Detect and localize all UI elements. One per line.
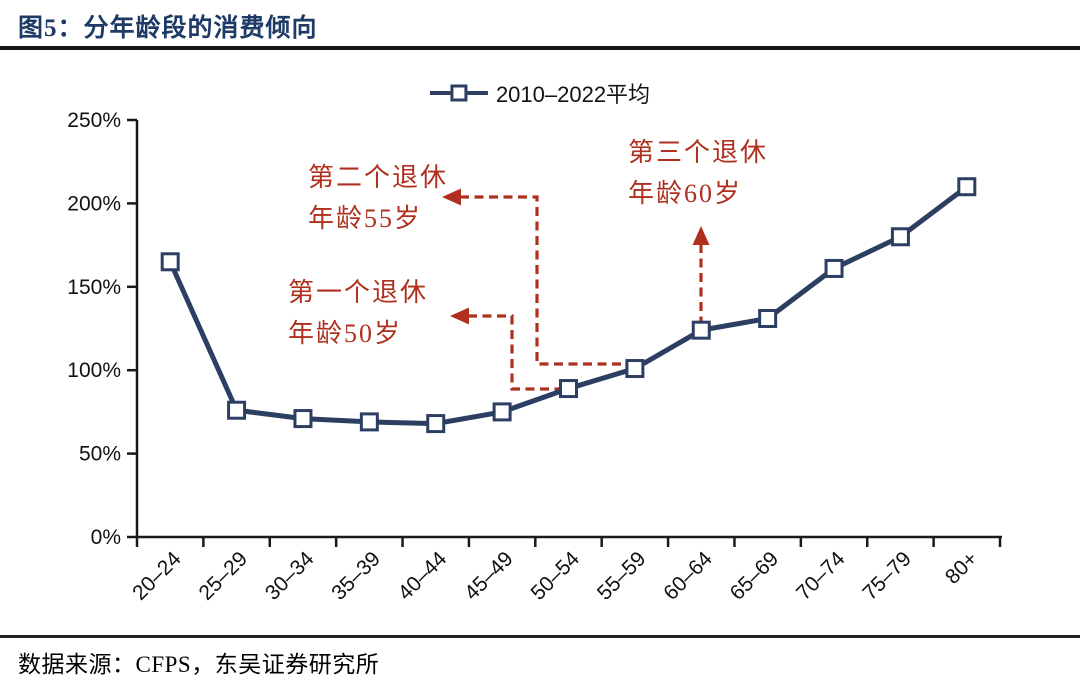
y-tick-label: 150% [67, 276, 121, 299]
chart-legend: 2010–2022平均 [429, 77, 651, 109]
x-category-label: 25–29 [195, 547, 253, 605]
data-point-marker [625, 359, 645, 379]
annotation-line: 年龄50岁 [288, 319, 403, 348]
y-tick-label: 200% [67, 192, 121, 215]
legend-square [450, 84, 468, 102]
y-tick-label: 0% [91, 526, 121, 549]
annotation-arrowhead-icon [692, 226, 710, 245]
data-point-marker [824, 258, 844, 278]
data-point-marker [890, 227, 910, 247]
y-tick-label: 100% [67, 359, 121, 382]
title-divider [0, 46, 1080, 50]
annotation-retirement-age-55: 第二个退休 年龄55岁 [308, 157, 448, 239]
x-category-label: 20–24 [128, 547, 186, 605]
data-point-marker [359, 412, 379, 432]
x-category-label: 75–79 [858, 547, 916, 605]
data-point-marker [293, 409, 313, 429]
x-category-label: 30–34 [261, 547, 319, 605]
legend-open-square-marker-icon [429, 83, 488, 103]
annotation-retirement-age-60: 第三个退休 年龄60岁 [628, 132, 768, 214]
data-point-marker [758, 308, 778, 328]
annotation-line: 第一个退休 [288, 278, 429, 307]
page-title: 图5：分年龄段的消费倾向 [18, 15, 318, 42]
x-category-label: 70–74 [792, 547, 850, 605]
data-point-marker [957, 177, 977, 197]
annotation-line: 第三个退休 [628, 138, 769, 167]
y-tick-label: 50% [79, 443, 121, 466]
data-point-marker [691, 320, 711, 340]
data-point-marker [492, 402, 512, 422]
x-category-label: 45–49 [460, 547, 518, 605]
data-point-marker [227, 400, 247, 420]
annotation-arrowhead-icon [442, 188, 461, 206]
x-category-label: 50–54 [526, 547, 584, 605]
x-category-label: 35–39 [327, 547, 385, 605]
annotation-line: 第二个退休 [308, 163, 449, 192]
annotation-line: 年龄60岁 [628, 179, 743, 208]
x-category-label: 60–64 [659, 547, 717, 605]
y-tick-label: 250% [67, 109, 121, 132]
annotation-arrow-line [468, 314, 560, 391]
x-category-label: 55–59 [593, 547, 651, 605]
annotation-retirement-age-50: 第一个退休 年龄50岁 [288, 272, 428, 354]
legend-label: 2010–2022平均 [495, 82, 651, 107]
x-category-label: 40–44 [394, 547, 452, 605]
data-source-note: 数据来源：CFPS，东吴证券研究所 [18, 652, 380, 677]
annotation-arrow-line [460, 195, 626, 366]
annotation-line: 年龄55岁 [308, 204, 423, 233]
data-point-marker [559, 379, 578, 399]
data-point-marker [426, 414, 446, 434]
footer-divider [0, 635, 1080, 638]
x-category-label: 80+ [941, 547, 982, 588]
x-category-label: 65–69 [726, 547, 784, 605]
annotation-arrowhead-icon [450, 307, 469, 325]
data-point-marker [160, 252, 180, 272]
